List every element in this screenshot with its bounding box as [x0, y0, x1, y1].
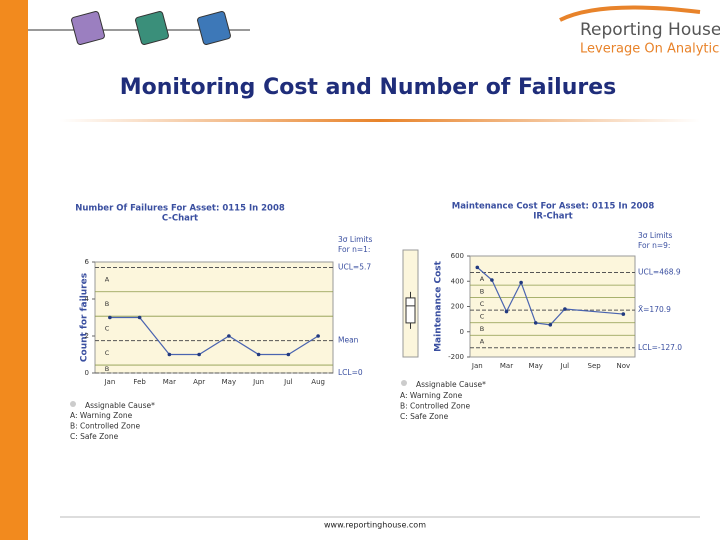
point: [548, 323, 553, 327]
limit-label: LCL=0: [338, 368, 363, 377]
legend-item: B: Controlled Zone: [70, 422, 140, 431]
legend-item: C: Safe Zone: [70, 432, 119, 441]
limit-label: LCL=-127.0: [638, 343, 682, 352]
point: [490, 278, 494, 282]
zone-label: C: [105, 349, 110, 357]
icon[interactable]: [135, 11, 169, 45]
zone-label: A: [480, 338, 485, 346]
limit-label: UCL=468.9: [638, 268, 681, 277]
logo-swoosh: [559, 5, 701, 22]
chart-title: Number Of Failures For Asset: 0115 In 20…: [75, 204, 285, 214]
y-tick-label: 0: [85, 369, 89, 377]
y-tick-label: 6: [85, 258, 90, 266]
logo-name: Reporting House: [580, 20, 720, 40]
x-tick-label: Jun: [252, 378, 264, 386]
legend-marker-label: Assignable Cause*: [85, 401, 155, 410]
point: [475, 265, 480, 270]
point: [504, 309, 509, 314]
legend-item: B: Controlled Zone: [400, 402, 470, 411]
legend-item: C: Safe Zone: [400, 412, 449, 421]
x-tick-label: Apr: [193, 378, 205, 386]
box-body: [405, 297, 416, 324]
limits-title: 3σ Limits: [338, 235, 373, 244]
y-tick-label: 200: [451, 303, 464, 311]
y-tick-label: 400: [451, 277, 464, 285]
x-tick-label: Jul: [560, 362, 570, 370]
x-tick-label: Jan: [103, 378, 115, 386]
zone-label: B: [105, 300, 109, 308]
footer: www.reportinghouse.com: [324, 521, 426, 530]
point: [286, 352, 291, 357]
point: [316, 334, 320, 338]
point: [621, 312, 626, 316]
zone-label: B: [105, 365, 109, 373]
x-tick-label: Feb: [133, 378, 146, 386]
y-tick-label: 0: [460, 328, 464, 336]
point: [108, 315, 112, 320]
zone-label: B: [480, 325, 484, 333]
chart-title: Maintenance Cost For Asset: 0115 In 2008: [452, 202, 655, 212]
chart-subtitle: C-Chart: [162, 214, 198, 224]
point: [563, 307, 567, 311]
y-axis-label: Count for failures: [80, 273, 90, 362]
x-tick-label: Jul: [283, 378, 293, 386]
zone-label: C: [105, 324, 110, 332]
x-tick-label: Mar: [163, 378, 176, 386]
x-tick-label: Aug: [311, 378, 325, 386]
point: [256, 352, 261, 357]
y-tick-label: -200: [448, 353, 464, 361]
nav-icons: [71, 11, 231, 45]
zone-label: C: [480, 300, 485, 308]
slide-title: Monitoring Cost and Number of Failures: [120, 75, 616, 100]
x-tick-label: Mar: [500, 362, 513, 370]
point: [533, 321, 538, 325]
legend-marker: [70, 401, 76, 407]
point: [167, 352, 172, 357]
limits-title: For n=9:: [638, 241, 670, 250]
series-line: [109, 316, 319, 356]
y-axis-label: Maintenance Cost: [434, 260, 444, 352]
x-tick-label: Nov: [616, 362, 630, 370]
limits-title: 3σ Limits: [638, 231, 673, 240]
y-tick-label: 600: [451, 252, 464, 260]
zone-label: A: [105, 276, 110, 284]
limit-label: UCL=5.7: [338, 263, 371, 272]
side-bar: [0, 0, 28, 540]
point: [137, 315, 142, 320]
icon[interactable]: [71, 11, 105, 45]
zone-label: C: [480, 312, 485, 320]
y-tick-label: 4: [85, 295, 90, 303]
limits-title: For n=1:: [338, 245, 370, 254]
logo-tagline: Leverage On Analytics: [580, 42, 720, 57]
point: [519, 280, 523, 285]
icon[interactable]: [197, 11, 231, 45]
chart-subtitle: IR-Chart: [533, 212, 573, 222]
x-tick-label: Sep: [588, 362, 602, 370]
legend-marker-label: Assignable Cause*: [416, 380, 486, 389]
legend-marker: [401, 380, 407, 386]
plot-area: [469, 255, 636, 358]
limit-label: Mean: [338, 336, 359, 345]
legend-item: A: Warning Zone: [400, 391, 463, 400]
x-tick-label: Jan: [471, 362, 483, 370]
limit-label: X̄=170.9: [638, 305, 671, 314]
point: [197, 352, 201, 357]
x-tick-label: May: [222, 378, 236, 386]
point: [227, 334, 231, 338]
series-line: [476, 266, 624, 326]
zone-label: A: [480, 275, 485, 283]
zone-label: B: [480, 287, 484, 295]
x-tick-label: May: [528, 362, 542, 370]
y-tick-label: 2: [85, 332, 89, 340]
title-rule: [60, 119, 700, 122]
legend-item: A: Warning Zone: [70, 411, 133, 420]
